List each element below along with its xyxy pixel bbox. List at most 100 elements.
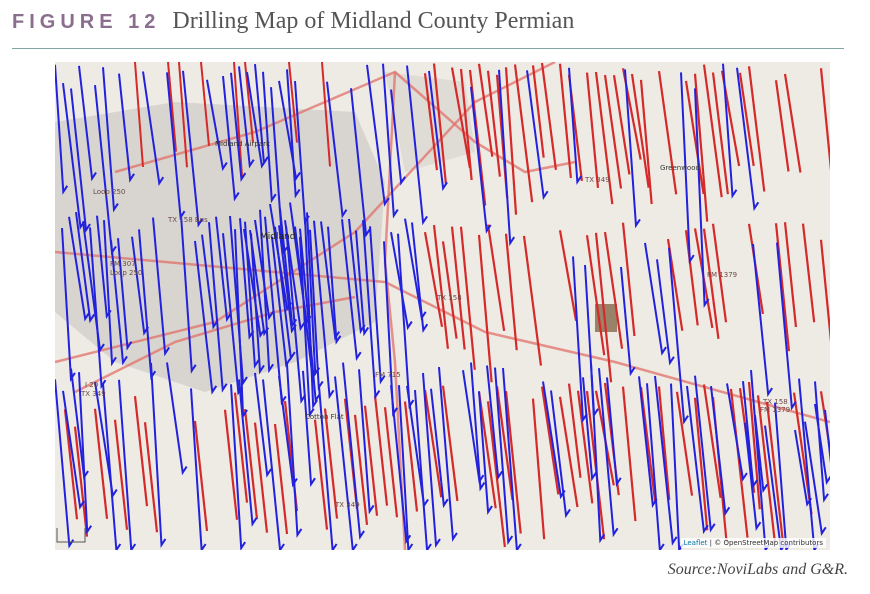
osm-attribution[interactable]: | © OpenStreetMap contributors xyxy=(707,539,823,547)
horizontal-well-blue xyxy=(62,390,85,510)
horizontal-well-blue xyxy=(286,69,301,199)
horizontal-well-blue xyxy=(656,259,675,366)
horizontal-well-red xyxy=(747,381,761,510)
horizontal-well-blue xyxy=(274,226,296,361)
horizontal-well-red xyxy=(495,386,514,501)
horizontal-well-red xyxy=(684,230,699,326)
horizontal-well-blue xyxy=(262,379,285,550)
horizontal-well-blue xyxy=(259,209,274,374)
horizontal-well-red xyxy=(432,225,449,349)
horizontal-well-blue xyxy=(590,363,606,544)
horizontal-well-blue xyxy=(229,215,248,387)
horizontal-well-blue xyxy=(68,216,90,322)
horizontal-well-red xyxy=(200,62,210,146)
figure-title: Drilling Map of Midland County Permian xyxy=(172,8,575,34)
drilling-map[interactable]: Loop 250 Midland Airpark TX 158 Bus Midl… xyxy=(55,62,830,550)
highway-road xyxy=(55,62,556,364)
horizontal-well-red xyxy=(244,62,254,143)
horizontal-well-red xyxy=(585,235,606,356)
horizontal-well-blue xyxy=(118,379,137,550)
horizontal-well-red xyxy=(693,73,709,222)
horizontal-well-blue xyxy=(355,230,370,337)
horizontal-well-blue xyxy=(362,220,381,400)
horizontal-well-red xyxy=(313,419,329,530)
horizontal-well-red xyxy=(585,72,600,188)
highway-road xyxy=(114,70,576,174)
horizontal-well-blue xyxy=(668,247,689,425)
horizontal-well-blue xyxy=(686,385,709,535)
horizontal-well-red xyxy=(504,233,518,351)
horizontal-well-red xyxy=(363,405,379,516)
horizontal-well-red xyxy=(459,68,473,181)
horizontal-well-blue xyxy=(215,216,232,323)
horizontal-well-red xyxy=(612,75,631,175)
horizontal-well-red xyxy=(486,70,501,177)
horizontal-well-blue xyxy=(254,219,274,321)
map-canvas[interactable]: Loop 250 Midland Airpark TX 158 Bus Midl… xyxy=(55,62,830,550)
horizontal-well-blue xyxy=(70,88,91,233)
horizontal-well-blue xyxy=(250,233,265,375)
horizontal-well-blue xyxy=(278,375,298,488)
horizontal-well-red xyxy=(639,79,653,205)
place-label: FM 1379 xyxy=(760,406,790,414)
horizontal-well-red xyxy=(567,383,582,478)
horizontal-well-blue xyxy=(238,66,255,169)
horizontal-well-red xyxy=(133,396,149,507)
horizontal-well-red xyxy=(558,230,578,321)
horizontal-well-blue xyxy=(55,64,69,195)
horizontal-well-blue xyxy=(279,208,298,329)
horizontal-well-blue xyxy=(278,80,301,182)
horizontal-well-red xyxy=(738,72,755,167)
horizontal-well-red xyxy=(93,408,109,519)
horizontal-well-blue xyxy=(150,362,167,548)
horizontal-well-blue xyxy=(390,385,412,545)
horizontal-well-blue xyxy=(498,69,516,247)
horizontal-well-red xyxy=(702,64,723,198)
horizontal-well-red xyxy=(233,392,249,503)
horizontal-well-blue xyxy=(103,220,117,367)
horizontal-well-blue xyxy=(89,227,107,390)
horizontal-well-red xyxy=(253,422,269,533)
horizontal-well-red xyxy=(819,68,830,171)
horizontal-well-red xyxy=(134,62,144,167)
horizontal-well-blue xyxy=(804,421,827,536)
horizontal-well-blue xyxy=(369,226,386,385)
horizontal-well-red xyxy=(747,66,766,192)
horizontal-well-blue xyxy=(582,377,597,482)
horizontal-well-red xyxy=(143,422,159,533)
horizontal-well-blue xyxy=(382,63,399,219)
horizontal-well-blue xyxy=(726,383,748,482)
horizontal-well-blue xyxy=(166,362,188,476)
horizontal-well-blue xyxy=(61,228,76,383)
horizontal-well-blue xyxy=(776,242,797,411)
horizontal-well-blue xyxy=(82,221,105,353)
horizontal-well-red xyxy=(423,73,439,171)
horizontal-well-blue xyxy=(182,70,204,228)
horizontal-well-blue xyxy=(754,415,769,494)
horizontal-well-blue xyxy=(654,375,678,546)
horizontal-well-blue xyxy=(78,372,93,535)
horizontal-well-red xyxy=(531,65,545,158)
horizontal-well-red xyxy=(621,222,636,337)
horizontal-well-red xyxy=(630,73,650,188)
horizontal-well-blue xyxy=(262,71,277,204)
blue-wells-layer xyxy=(55,63,830,550)
horizontal-well-blue xyxy=(326,81,348,219)
horizontal-well-blue xyxy=(78,65,97,182)
horizontal-well-red xyxy=(513,64,534,203)
horizontal-well-blue xyxy=(694,375,716,533)
place-label: FM 307 xyxy=(110,260,136,268)
horizontal-well-blue xyxy=(244,221,260,369)
horizontal-well-blue xyxy=(254,64,269,166)
map-attribution: Leaflet | © OpenStreetMap contributors xyxy=(680,538,826,548)
horizontal-well-red xyxy=(63,409,79,520)
horizontal-well-blue xyxy=(238,379,258,527)
horizontal-well-red xyxy=(486,401,506,548)
leaflet-link[interactable]: Leaflet xyxy=(683,539,708,547)
horizontal-well-red xyxy=(702,384,722,499)
red-wells-layer xyxy=(63,62,830,548)
horizontal-well-red xyxy=(233,62,243,177)
horizontal-well-blue xyxy=(550,390,571,519)
horizontal-well-blue xyxy=(710,385,731,517)
horizontal-well-red xyxy=(353,414,369,526)
